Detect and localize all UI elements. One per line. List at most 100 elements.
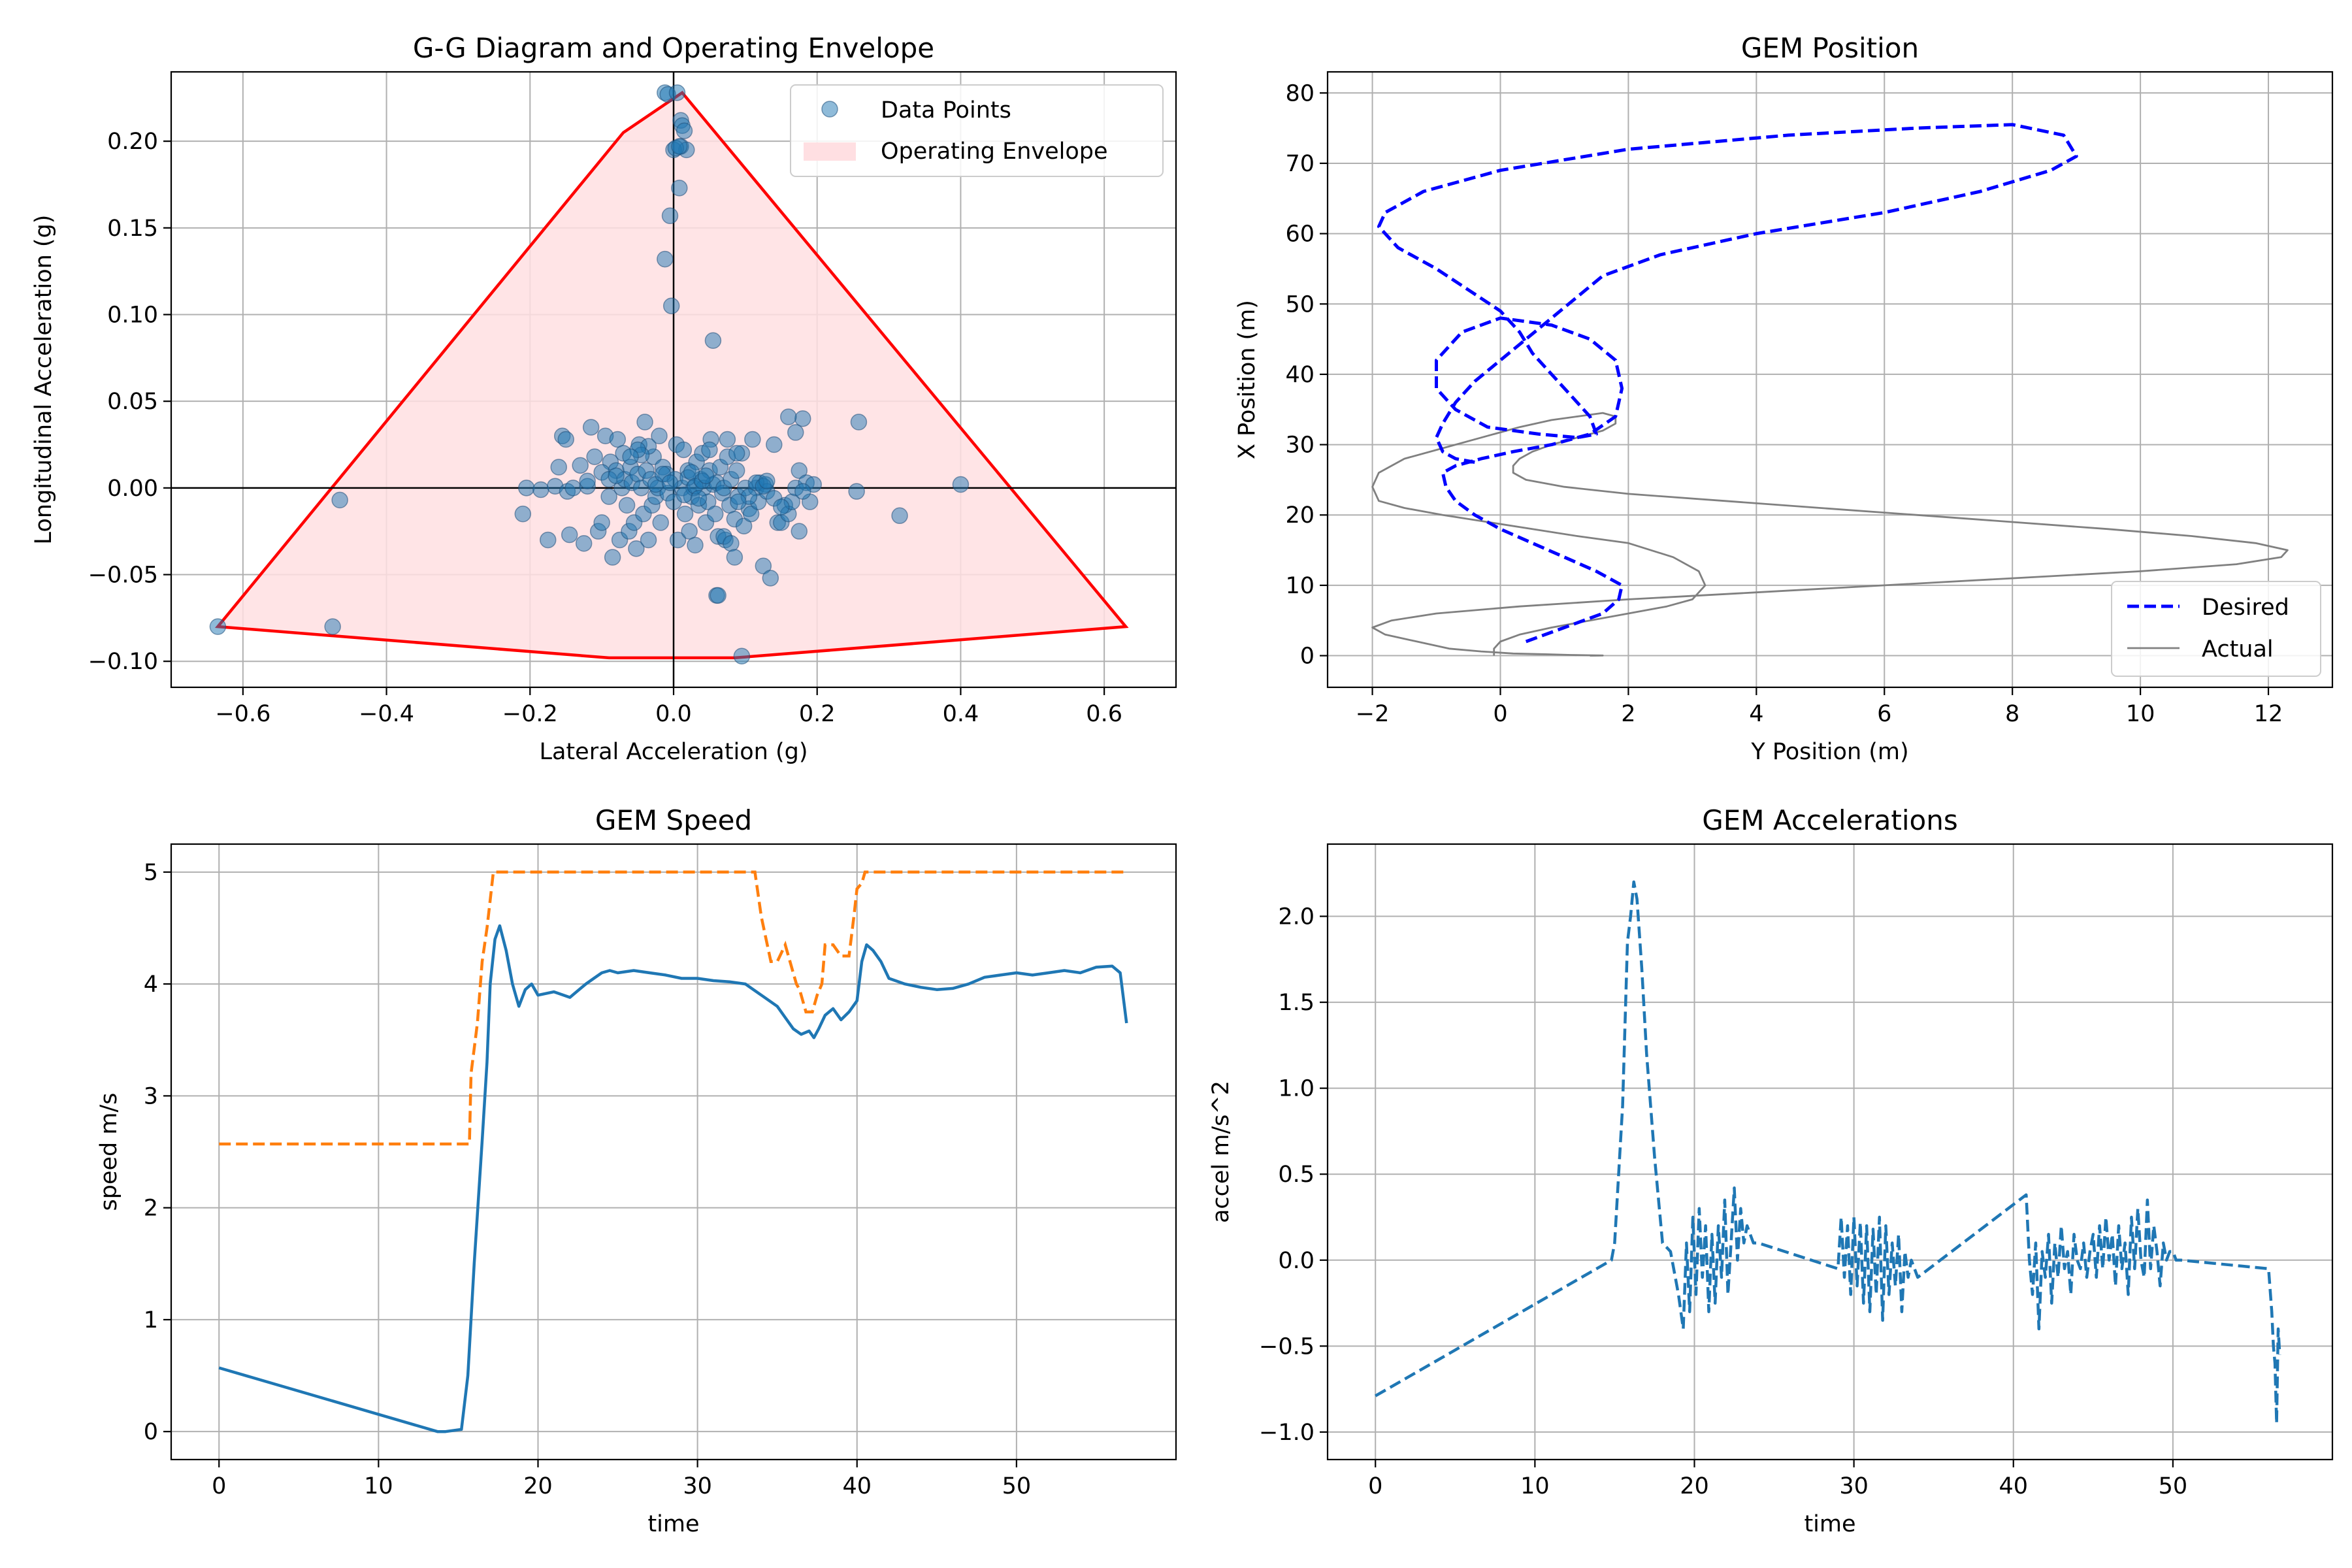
gg-point-136 (710, 587, 727, 604)
gg-point-1 (324, 618, 341, 635)
speed-ytick-label-3: 3 (144, 1083, 158, 1109)
speed-ytick-label-2: 2 (144, 1196, 158, 1222)
gg-point-144 (690, 490, 708, 507)
speed-xtick-label-1: 10 (364, 1473, 393, 1499)
gg-point-166 (730, 493, 747, 510)
position-ytick-label-8: 80 (1285, 80, 1315, 106)
gg-point-148 (622, 448, 639, 465)
gg-point-167 (728, 445, 745, 462)
accel-ytick-label-6: 2.0 (1278, 904, 1315, 930)
gg-point-41 (636, 414, 653, 431)
gg-point-12 (561, 526, 578, 544)
gg-point-122 (891, 507, 908, 525)
accel-xlabel: time (1804, 1511, 1855, 1537)
gg-xtick-label-0: −0.6 (215, 701, 270, 727)
gg-xtick-label-3: 0.0 (655, 701, 692, 727)
gg-point-116 (794, 410, 811, 427)
gg-point-170 (791, 523, 808, 540)
gg-point-31 (618, 497, 636, 514)
position-legend-label-desired: Desired (2202, 595, 2289, 621)
speed-panel: 0 10 20 30 40 50 0 1 2 3 4 5 GEM Speed time speed m/s (96, 804, 1177, 1537)
accel-ytick-label-0: −1.0 (1259, 1420, 1315, 1446)
gg-point-15 (575, 535, 593, 552)
gg-ytick-label-2: 0.00 (107, 476, 158, 502)
gg-point-52 (657, 250, 674, 268)
gg-legend-box (790, 84, 1164, 177)
gg-point-129 (676, 122, 693, 139)
accel-xtick-label-4: 40 (1999, 1473, 2028, 1499)
gg-point-115 (791, 462, 808, 480)
position-legend-label-actual: Actual (2202, 636, 2274, 662)
gg-point-8 (550, 459, 567, 476)
gg-ytick-label-0: −0.10 (88, 649, 158, 675)
gg-point-150 (697, 467, 715, 485)
gg-point-107 (762, 570, 779, 587)
gg-legend-label-envelope: Operating Envelope (881, 139, 1108, 165)
speed-title: GEM Speed (595, 804, 752, 836)
gg-point-26 (609, 431, 627, 448)
gg-point-13 (564, 480, 581, 497)
envelope-polygon (214, 90, 1129, 660)
gg-legend-point-marker (821, 101, 838, 118)
accel-xtick-label-5: 50 (2159, 1473, 2188, 1499)
gg-point-65 (676, 505, 694, 523)
gg-ytick-label-3: 0.05 (107, 389, 158, 415)
gg-point-60 (669, 531, 687, 549)
gg-point-49 (651, 427, 668, 444)
position-ytick-label-4: 40 (1285, 362, 1315, 388)
position-xtick-label-1: 0 (1493, 701, 1507, 727)
gg-point-171 (794, 483, 811, 500)
gg-point-64 (675, 441, 693, 459)
position-xtick-label-5: 8 (2005, 701, 2019, 727)
gg-point-24 (604, 549, 621, 566)
accel-ytick-label-3: 0.5 (1278, 1162, 1315, 1188)
gg-point-100 (744, 431, 761, 448)
gg-point-165 (726, 549, 743, 566)
gg-diagram-panel: −0.6 −0.4 −0.2 0.0 0.2 0.4 0.6 −0.10 −0.05 0.00 0.… (31, 32, 1177, 765)
gg-xtick-label-2: −0.2 (502, 701, 558, 727)
speed-xlabel: time (647, 1511, 699, 1537)
position-ytick-label-7: 70 (1285, 151, 1315, 177)
accel-xtick-label-3: 30 (1839, 1473, 1869, 1499)
gg-point-168 (780, 408, 797, 425)
position-ytick-label-1: 10 (1285, 573, 1315, 599)
gg-point-5 (532, 481, 549, 498)
gg-point-164 (723, 535, 740, 552)
position-plot-area (1371, 123, 2289, 657)
speed-ytick-label-4: 4 (144, 972, 158, 998)
gg-point-93 (728, 462, 745, 480)
gg-point-121 (850, 414, 868, 431)
gg-point-155 (759, 472, 776, 489)
speed-ylabel: speed m/s (96, 1093, 122, 1211)
desired-path (1377, 123, 2078, 644)
accel-title: GEM Accelerations (1702, 804, 1958, 836)
position-xtick-label-3: 4 (1749, 701, 1763, 727)
gg-xtick-label-5: 0.4 (943, 701, 979, 727)
position-panel: −2 0 2 4 6 8 10 12 0 10 20 30 40 50 60 70 80 GEM Position… (1234, 32, 2334, 765)
gg-point-2 (331, 491, 348, 509)
position-xtick-label-7: 12 (2254, 701, 2283, 727)
gg-point-126 (668, 84, 686, 101)
speed-plot-area (218, 870, 1128, 1433)
speed-ytick-label-5: 5 (144, 860, 158, 886)
position-xtick-label-6: 10 (2126, 701, 2155, 727)
accel-xtick-label-0: 0 (1368, 1473, 1382, 1499)
position-xtick-label-0: −2 (1356, 701, 1390, 727)
speed-xtick-label-4: 40 (842, 1473, 872, 1499)
actual-path (1371, 412, 2289, 657)
gg-ytick-label-5: 0.15 (107, 216, 158, 242)
gg-point-157 (773, 498, 790, 515)
speed-xtick-label-3: 30 (683, 1473, 712, 1499)
speed-axes-frame (170, 843, 1177, 1461)
gg-point-56 (662, 297, 680, 314)
accel-ytick-label-1: −0.5 (1259, 1333, 1315, 1360)
position-legend: Desired Actual (2111, 581, 2321, 677)
gg-point-0 (209, 618, 227, 635)
gg-point-50 (652, 514, 669, 531)
gg-point-4 (518, 480, 535, 497)
gg-xtick-label-6: 0.6 (1086, 701, 1122, 727)
speed-xtick-label-2: 20 (523, 1473, 553, 1499)
gg-point-108 (766, 436, 783, 453)
accel-line (1375, 880, 2281, 1425)
gg-point-82 (706, 505, 724, 523)
